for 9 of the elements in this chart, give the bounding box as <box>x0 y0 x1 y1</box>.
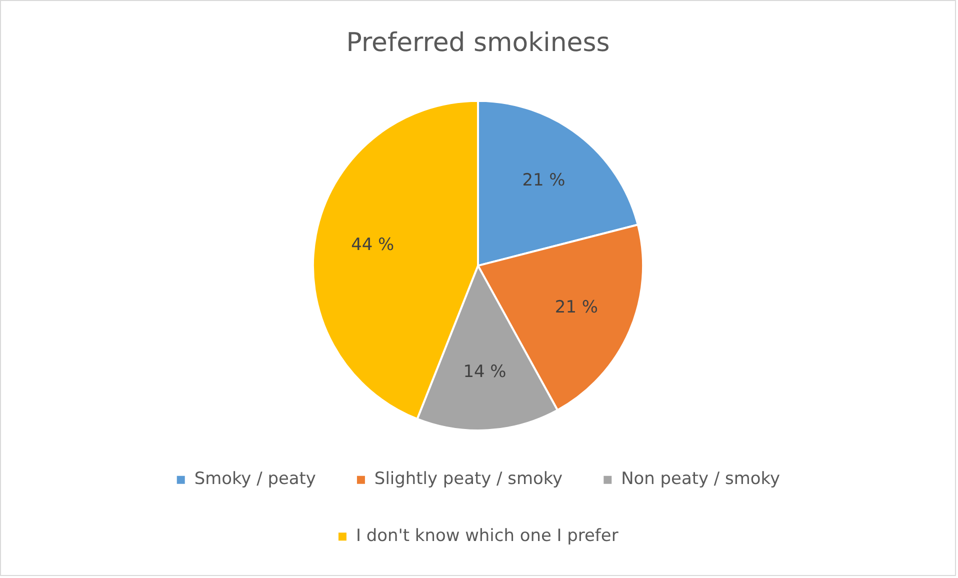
legend-label: I don't know which one I prefer <box>356 525 618 546</box>
legend-label: Smoky / peaty <box>194 468 316 488</box>
legend-label: Slightly peaty / smoky <box>374 468 563 488</box>
data-label: 14 % <box>463 361 506 382</box>
data-label: 44 % <box>351 234 394 254</box>
legend-label: Non peaty / smoky <box>621 468 780 488</box>
data-label: 21 % <box>522 169 566 190</box>
data-label: 21 % <box>554 296 598 317</box>
chart-title: Preferred smokiness <box>346 28 610 58</box>
